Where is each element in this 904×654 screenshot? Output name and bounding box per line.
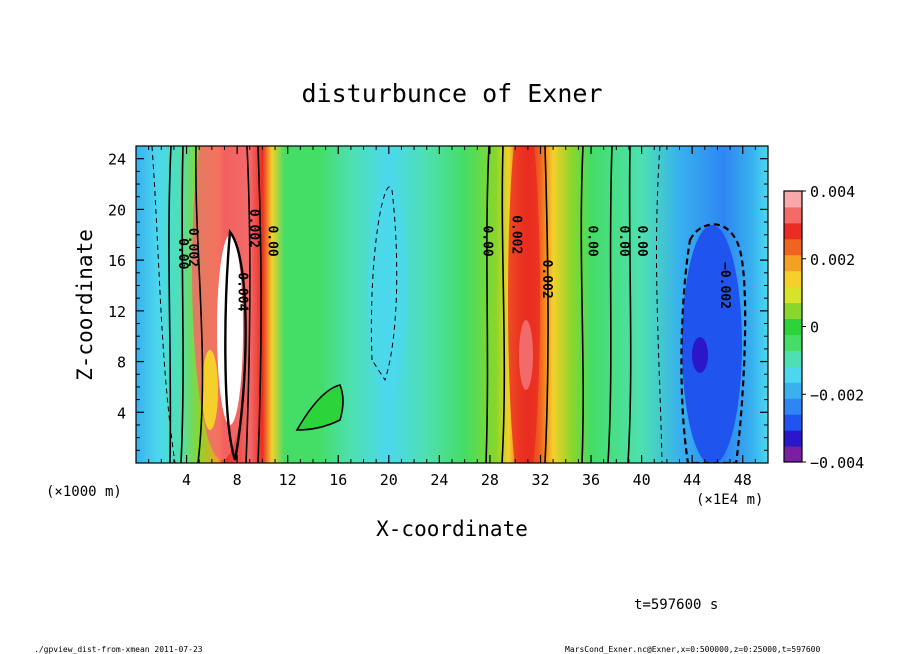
x-tick-label: 16 (329, 471, 347, 489)
negative-peak (692, 337, 708, 373)
negative-center (368, 180, 408, 400)
chart-title: disturbunce of Exner (301, 79, 602, 108)
colorbar-label: 0 (810, 319, 819, 337)
x-tick-label: 36 (582, 471, 600, 489)
contour-label: 0.00 (616, 225, 631, 256)
y-tick-label: 24 (108, 151, 126, 169)
colorbar-swatch (784, 302, 802, 320)
contour-label: 0.002 (246, 209, 261, 248)
colorbar-swatch (784, 222, 802, 240)
time-stamp: t=597600 s (634, 597, 718, 613)
x-tick-label: 12 (279, 471, 297, 489)
colorbar-swatch (784, 350, 802, 367)
contour-label: 0.002 (539, 260, 554, 299)
contour-label: 0.004 (234, 272, 249, 311)
y-axis-label: Z-coordinate (73, 229, 97, 381)
colorbar-swatch (784, 206, 802, 224)
positive-inner-left (202, 350, 218, 430)
colorbar-swatch (784, 254, 802, 272)
x-tick-label: 44 (683, 471, 701, 489)
colorbar-label: 0.004 (810, 183, 855, 201)
y-tick-label: 8 (117, 354, 126, 372)
contour-label: 0.00 (585, 225, 600, 256)
contour-label: 0.00 (265, 225, 280, 256)
contour-lines (151, 146, 747, 463)
contour-label: 0.00 (175, 238, 190, 269)
x-tick-label: 24 (430, 471, 448, 489)
colorbar-label: −0.002 (810, 386, 864, 404)
x-axis: 4 8 12 16 20 24 28 32 36 40 44 48 (148, 146, 756, 489)
x-tick-label: 4 (182, 471, 191, 489)
contour-label: 0.002 (509, 215, 524, 254)
colorbar-swatch (784, 398, 802, 415)
contour-label: −0.002 (717, 262, 732, 309)
y-tick-label: 12 (108, 303, 126, 321)
colorbar-swatch (784, 270, 802, 288)
colorbar-swatch (784, 446, 802, 463)
colorbar-swatch (784, 366, 802, 383)
colorbar-swatch (784, 382, 802, 399)
negative-core (682, 225, 742, 463)
positive-peak-right (519, 320, 533, 390)
x-tick-label: 48 (734, 471, 752, 489)
colorbar: 0.004 0.002 0 −0.002 −0.004 (783, 183, 864, 472)
low-lobe (297, 385, 343, 430)
colorbar-swatch (784, 334, 802, 351)
x-tick-label: 8 (233, 471, 242, 489)
colorbar-swatch (784, 414, 802, 431)
contour-label: 0.00 (634, 225, 649, 256)
positive-core-right (508, 146, 540, 463)
x-unit-right: (×1E4 m) (696, 492, 763, 508)
x-tick-label: 32 (531, 471, 549, 489)
colorbar-label: −0.004 (810, 454, 864, 472)
positive-peak-left (217, 235, 243, 425)
x-axis-label: X-coordinate (376, 517, 528, 541)
x-unit-left: (×1000 m) (46, 484, 122, 500)
x-tick-label: 40 (633, 471, 651, 489)
contour-label: 0.002 (185, 228, 200, 267)
colorbar-swatch (784, 191, 802, 208)
colorbar-swatch (784, 318, 802, 335)
colorbar-swatch (784, 286, 802, 304)
footer-left: ./gpview_dist-from-xmean 2011-07-23 (34, 645, 203, 654)
y-tick-label: 16 (108, 252, 126, 270)
x-tick-label: 28 (481, 471, 499, 489)
colorbar-swatch (784, 430, 802, 447)
y-axis: 4 8 12 16 20 24 (108, 151, 768, 451)
field-features (192, 146, 742, 463)
footer-right: MarsCond_Exner.nc@Exner,x=0:500000,z=0:2… (565, 645, 820, 654)
y-tick-label: 4 (117, 404, 126, 422)
y-tick-label: 20 (108, 201, 126, 219)
colorbar-label: 0.002 (810, 251, 855, 269)
colorbar-swatch (784, 238, 802, 256)
x-tick-label: 20 (380, 471, 398, 489)
contour-label: 0.00 (480, 225, 495, 256)
